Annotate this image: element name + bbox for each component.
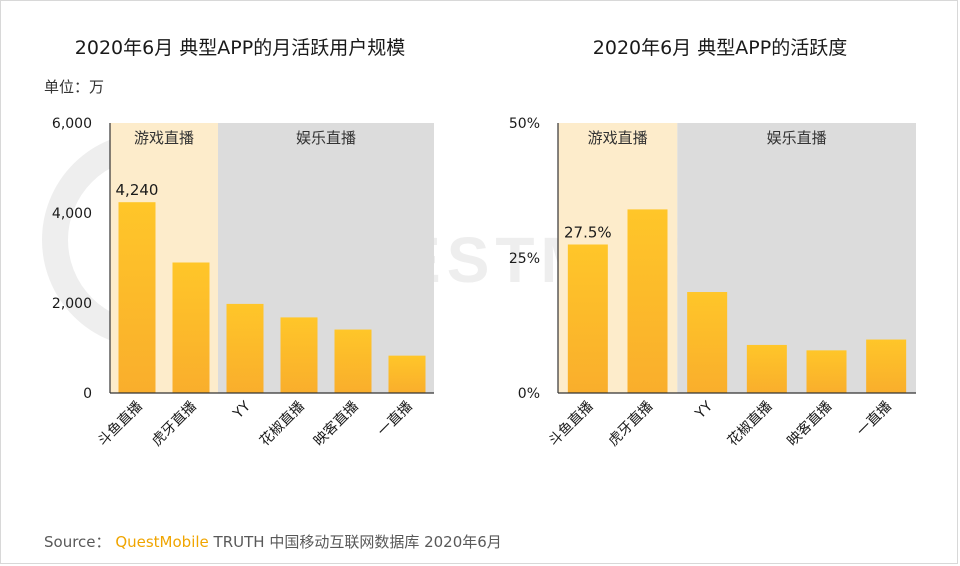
mau-bar bbox=[226, 303, 264, 393]
mau-bar bbox=[334, 329, 372, 393]
activity-bar bbox=[687, 292, 728, 393]
activity-group-label-0: 游戏直播 bbox=[588, 129, 648, 147]
activity-category-label: 花椒直播 bbox=[724, 398, 776, 450]
mau-chart: 2020年6月 典型APP的月活跃用户规模 单位：万 游戏直播 娱乐直播 0 2,00… bbox=[44, 37, 434, 449]
activity-category-label: YY bbox=[692, 398, 716, 422]
activity-y-tick-label: 0% bbox=[518, 386, 540, 402]
activity-category-label: 一直播 bbox=[853, 398, 895, 440]
activity-bar bbox=[627, 209, 668, 393]
activity-bar bbox=[746, 344, 787, 393]
mau-category-label: 斗鱼直播 bbox=[94, 398, 146, 450]
source-brand: QuestMobile bbox=[115, 533, 209, 551]
mau-y-tick-label: 2,000 bbox=[52, 296, 92, 312]
mau-bar bbox=[388, 355, 426, 393]
source-footer: Source： QuestMobile TRUTH 中国移动互联网数据库 202… bbox=[44, 531, 502, 552]
mau-bar bbox=[172, 262, 210, 393]
activity-data-label: 27.5% bbox=[564, 224, 612, 242]
mau-category-label: YY bbox=[230, 398, 254, 422]
activity-chart: 2020年6月 典型APP的活跃度 游戏直播 娱乐直播 0% 25% 50% 27.5% 斗… bbox=[509, 37, 916, 449]
activity-category-label: 映客直播 bbox=[784, 398, 836, 450]
activity-y-tick-label: 25% bbox=[509, 251, 540, 267]
mau-group-label-0: 游戏直播 bbox=[134, 129, 194, 147]
mau-category-label: 一直播 bbox=[374, 398, 416, 440]
mau-category-label: 虎牙直播 bbox=[148, 398, 200, 450]
mau-category-label: 花椒直播 bbox=[256, 398, 308, 450]
activity-bar bbox=[567, 244, 608, 393]
activity-bar bbox=[866, 339, 907, 393]
mau-bar bbox=[118, 202, 156, 393]
activity-bar bbox=[806, 350, 847, 393]
mau-y-tick-label: 0 bbox=[83, 386, 92, 402]
mau-group-label-1: 娱乐直播 bbox=[296, 129, 356, 147]
activity-y-tick-label: 50% bbox=[509, 116, 540, 132]
mau-y-tick-label: 6,000 bbox=[52, 116, 92, 132]
mau-chart-title: 2020年6月 典型APP的月活跃用户规模 bbox=[75, 37, 405, 59]
mau-category-label: 映客直播 bbox=[310, 398, 362, 450]
activity-chart-title: 2020年6月 典型APP的活跃度 bbox=[593, 37, 847, 59]
activity-category-label: 斗鱼直播 bbox=[545, 398, 597, 450]
mau-data-label: 4,240 bbox=[116, 181, 159, 199]
activity-group-label-1: 娱乐直播 bbox=[767, 129, 827, 147]
mau-y-tick-label: 4,000 bbox=[52, 206, 92, 222]
activity-category-label: 虎牙直播 bbox=[605, 398, 657, 450]
source-label: Source： bbox=[44, 533, 111, 551]
mau-unit-label: 单位：万 bbox=[44, 78, 104, 96]
source-text: TRUTH 中国移动互联网数据库 2020年6月 bbox=[213, 533, 502, 551]
mau-bar bbox=[280, 317, 318, 393]
